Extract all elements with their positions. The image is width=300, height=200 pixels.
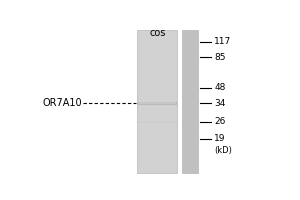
Text: 48: 48 bbox=[214, 83, 226, 92]
Text: 26: 26 bbox=[214, 117, 226, 126]
Text: cos: cos bbox=[149, 28, 165, 38]
Bar bbox=[139, 102, 176, 104]
Text: OR7A10: OR7A10 bbox=[42, 98, 82, 108]
Text: 117: 117 bbox=[214, 37, 232, 46]
Text: 34: 34 bbox=[214, 99, 226, 108]
Bar bbox=[137, 30, 177, 173]
Text: 85: 85 bbox=[214, 53, 226, 62]
Text: 19: 19 bbox=[214, 134, 226, 143]
Text: (kD): (kD) bbox=[214, 146, 232, 155]
Bar bbox=[137, 121, 177, 123]
Bar bbox=[182, 30, 198, 173]
Bar bbox=[137, 102, 177, 105]
